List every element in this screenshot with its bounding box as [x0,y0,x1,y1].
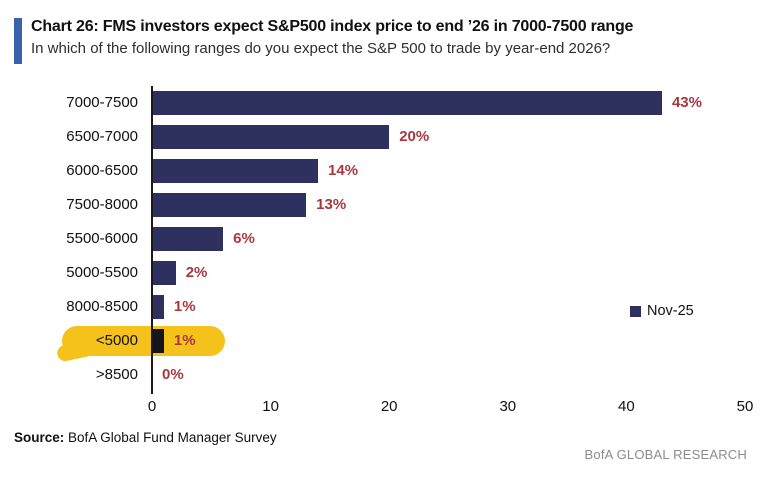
chart-row: 5500-6000 6% [0,222,777,256]
bar [152,91,662,115]
value-label: 1% [173,332,196,349]
x-tick-label: 10 [262,398,279,415]
value-label: 6% [233,230,255,247]
bar [152,193,307,217]
bar [152,227,224,251]
legend-label: Nov-25 [647,303,694,319]
chart-row: 6500-7000 20% [0,120,777,154]
chart-header: Chart 26: FMS investors expect S&P500 in… [14,18,633,64]
highlight-marker [62,326,225,356]
x-tick-label: 50 [736,398,754,415]
value-label: 13% [316,196,347,213]
bar [152,261,176,285]
value-label: 43% [671,94,702,111]
category-label: 5000-5500 [66,264,138,281]
chart-row: >8500 0% [0,358,777,392]
category-label: 5500-6000 [66,230,138,247]
bar [152,295,164,319]
chart-row: 6000-6500 14% [0,154,777,188]
x-tick-label: 30 [499,398,517,415]
bar-track: 43% [152,86,745,120]
chart-row: 7500-8000 13% [0,188,777,222]
x-axis-ticks: 0 10 20 30 40 50 [148,398,754,420]
legend: Nov-25 [630,303,694,319]
chart-subtitle: In which of the following ranges do you … [31,40,611,57]
category-label: >8500 [95,366,138,383]
y-axis-line [151,86,153,394]
category-label: 8000-8500 [66,298,138,315]
bar-track: 1% [152,290,745,324]
value-label: 2% [185,264,208,281]
category-label: 6000-6500 [66,162,138,179]
category-label: <5000 [95,332,138,349]
bar-track: 13% [152,188,745,222]
bar [152,159,319,183]
bar-track: 2% [152,256,745,290]
source-label: Source: [14,430,65,445]
bar-track: 20% [152,120,745,154]
value-label: 20% [399,128,430,145]
category-label: 6500-7000 [66,128,138,145]
value-label: 1% [173,298,196,315]
value-label: 14% [328,162,359,179]
chart-row: 8000-8500 1% [0,290,777,324]
bar-track: 6% [152,222,745,256]
x-tick-label: 20 [380,398,398,415]
chart-row: 7000-7500 43% [0,86,777,120]
x-tick-label: 0 [147,398,157,415]
bar-track: 14% [152,154,745,188]
bar-track: 1% [152,324,745,358]
title-accent-bar [14,18,22,64]
chart-row: 5000-5500 2% [0,256,777,290]
bar [152,125,390,149]
bar [152,329,164,353]
title-block: Chart 26: FMS investors expect S&P500 in… [31,18,633,64]
source-text: BofA Global Fund Manager Survey [64,430,277,445]
category-label: 7000-7500 [66,94,138,111]
value-label: 0% [162,366,184,383]
chart-row: <5000 1% [0,324,777,358]
source-note: Source: BofA Global Fund Manager Survey [14,430,277,445]
legend-marker-nov-25 [630,305,641,317]
chart-rows: 7000-7500 43% 6500-7000 20% 6000-6500 14% 7500… [0,86,777,392]
plot-area: 7000-7500 43% 6500-7000 20% 6000-6500 14% 7500… [0,86,777,415]
chart-title: Chart 26: FMS investors expect S&P500 in… [31,18,634,35]
category-label: 7500-8000 [66,196,138,213]
bar-track: 0% [152,358,745,392]
x-tick-label: 40 [618,398,635,415]
brand-note: BofA GLOBAL RESEARCH [584,447,747,462]
